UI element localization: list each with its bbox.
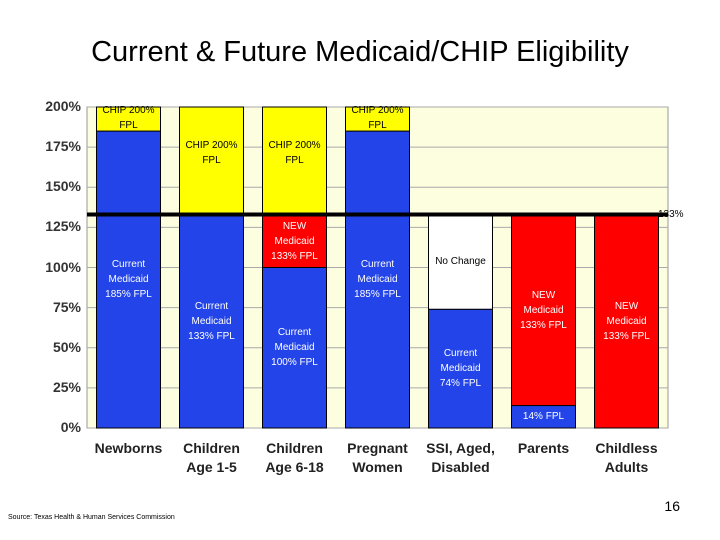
segment-label: CHIP 200% FPL: [185, 140, 238, 167]
reference-label: 133%: [658, 208, 684, 220]
y-tick-label: 25%: [52, 378, 81, 395]
bar-segment: [345, 106, 410, 132]
x-tick-label: SSI, Aged, Disabled: [426, 440, 495, 475]
segment-label: CHIP 200% FPL: [351, 105, 404, 131]
segment-label: Current Medicaid 185% FPL: [354, 259, 401, 301]
x-tick-label: Newborns: [94, 440, 163, 456]
x-tick-label: Parents: [517, 440, 570, 456]
y-tick-label: 100%: [45, 258, 81, 275]
source: Source: Texas Health & Human Services Co…: [8, 514, 175, 521]
y-tick-label: 150%: [45, 178, 81, 195]
segment-label: Current Medicaid 74% FPL: [439, 348, 482, 390]
x-tick-label: Pregnant Women: [347, 440, 408, 475]
segment-label: Current Medicaid 185% FPL: [105, 259, 152, 301]
segment-label: No Change: [435, 256, 486, 268]
y-tick-label: 175%: [45, 138, 81, 155]
y-tick-label: 50%: [52, 338, 81, 355]
x-tick-label: Childless Adults: [595, 440, 658, 475]
segment-label: NEW Medicaid 133% FPL: [271, 220, 318, 262]
y-tick-label: 75%: [52, 298, 81, 315]
segment-label: Current Medicaid 100% FPL: [271, 327, 318, 369]
segment-label: CHIP 200% FPL: [102, 105, 155, 131]
segment-label: NEW Medicaid 133% FPL: [603, 300, 650, 342]
y-tick-label: 125%: [45, 218, 81, 235]
y-tick-label: 0%: [60, 419, 81, 435]
bar-segment: [96, 130, 161, 429]
bar-segment: [428, 308, 493, 429]
segment-label: CHIP 200% FPL: [268, 140, 321, 167]
x-tick-label: Children Age 1-5: [183, 440, 240, 475]
bar-segment: [179, 106, 244, 216]
bar-segment: [345, 130, 410, 429]
bar-segment: [96, 106, 161, 132]
bar-segment: [594, 214, 659, 429]
bar-segment: [262, 267, 327, 429]
x-tick-label: Children Age 6-18: [265, 440, 324, 475]
y-tick-label: 200%: [45, 98, 81, 114]
bar-segment: [262, 214, 327, 269]
bar-segment: [428, 214, 493, 310]
segment-label: NEW Medicaid 133% FPL: [520, 289, 567, 331]
segment-label: Current Medicaid 133% FPL: [188, 300, 235, 342]
chart-title: Current & Future Medicaid/CHIP Eligibili…: [91, 36, 629, 68]
bar-segment: [179, 214, 244, 429]
segment-label: 14% FPL: [522, 411, 565, 423]
page-number: 16: [664, 498, 680, 514]
